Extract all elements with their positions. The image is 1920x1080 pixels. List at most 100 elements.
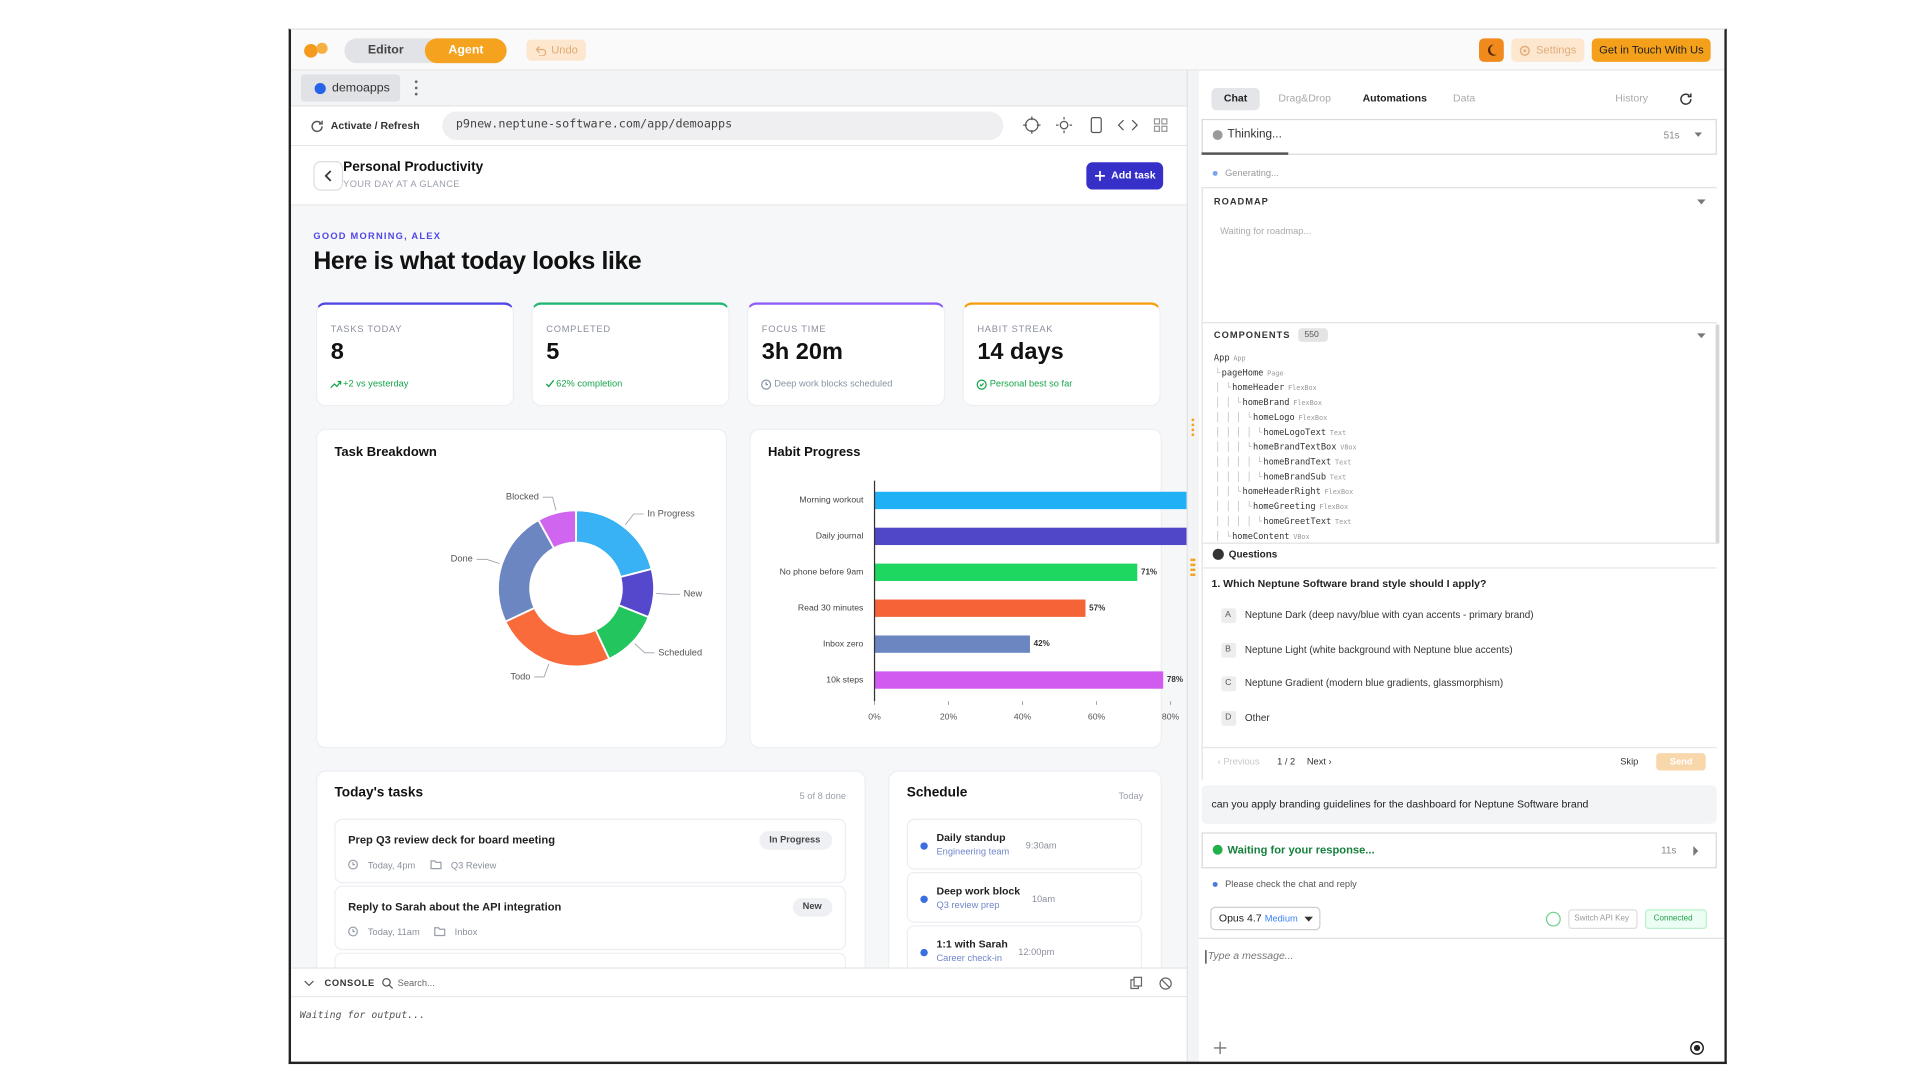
icon-part [1523, 49, 1527, 53]
console-search[interactable]: Search... [397, 977, 435, 989]
panel-tab[interactable]: Drag&Drop [1278, 91, 1332, 105]
icon-shape [352, 862, 355, 866]
leader-line [476, 558, 500, 564]
previous-button[interactable]: ‹ Previous [1217, 755, 1260, 767]
icon-shape [1095, 170, 1105, 181]
category-label: Daily journal [816, 531, 864, 541]
waiting-time: 11s [1661, 844, 1677, 856]
reload-icon[interactable] [1678, 92, 1693, 107]
icon-part [304, 43, 318, 58]
option-key: C [1225, 678, 1232, 688]
components-title: COMPONENTS [1213, 329, 1291, 341]
option-text[interactable]: Neptune Dark (deep navy/blue with cyan a… [1244, 609, 1534, 621]
undo-label: Undo [551, 43, 578, 56]
send-button[interactable] [1656, 753, 1706, 771]
icon-part [1153, 118, 1161, 125]
option-text[interactable]: Neptune Gradient (modern blue gradients,… [1244, 677, 1504, 689]
bar [874, 635, 1030, 653]
node-name: homeHeader [1232, 382, 1285, 393]
stat-value: 8 [330, 339, 344, 366]
slice-label: Blocked [506, 492, 539, 502]
node-name: homeBrandSub [1263, 471, 1327, 482]
task-item[interactable] [334, 885, 847, 951]
console [291, 967, 1187, 1062]
donut-slice [504, 606, 611, 668]
search-icon [382, 977, 394, 989]
icon-part [1133, 976, 1143, 987]
tree-guide: └ [1215, 367, 1221, 378]
event-time: 9:30am [1025, 839, 1057, 851]
icon-shape [1304, 916, 1314, 922]
task-due: Today, 4pm [367, 859, 416, 871]
skip-button[interactable]: Skip [1620, 755, 1639, 767]
status-pill [759, 831, 833, 850]
category-label: 10k steps [826, 674, 864, 684]
record-button[interactable] [1690, 1041, 1705, 1056]
back-button[interactable] [313, 161, 344, 191]
history-tab[interactable]: History [1615, 91, 1649, 105]
node-type: FlexBox [1293, 400, 1322, 408]
next-button[interactable]: Next › [1306, 755, 1332, 767]
donut-slice [537, 509, 577, 550]
leader-line [634, 643, 655, 654]
panel-tab[interactable]: Data [1453, 91, 1476, 105]
icon-part [1059, 120, 1069, 130]
leader-line [534, 663, 550, 678]
icon-shape [388, 984, 394, 989]
attach-button[interactable] [1213, 1041, 1228, 1056]
collapse-icon[interactable] [1697, 199, 1706, 205]
stat-card [531, 302, 730, 407]
thinking-box [1201, 118, 1717, 155]
node-name: homeContent [1232, 531, 1290, 542]
collapse-icon[interactable] [1697, 333, 1706, 339]
task-item[interactable] [334, 818, 847, 884]
settings-button[interactable] [1511, 38, 1585, 62]
node-type: App [1233, 355, 1246, 363]
tree-node: │ │ └homeHeaderRight FlexBox [1215, 487, 1353, 497]
contact-button[interactable] [1591, 38, 1711, 62]
option-text[interactable]: Other [1244, 712, 1270, 724]
tab-menu[interactable] [412, 79, 419, 96]
url-field[interactable] [442, 111, 1004, 140]
url-text: p9new.neptune-software.com/app/demoapps [455, 117, 733, 132]
icon-shape [1697, 199, 1706, 205]
task-status: New [802, 900, 822, 912]
node-type: FlexBox [1288, 385, 1317, 393]
x-tick-label: 80% [1162, 712, 1180, 722]
event-title: Daily standup [936, 831, 1006, 844]
waiting-status: Waiting for your response... [1227, 843, 1375, 856]
node-type: VBox [1340, 444, 1357, 453]
panel-tab[interactable]: Automations [1362, 91, 1427, 105]
theme-button[interactable] [1479, 38, 1504, 62]
value-label: 57% [1089, 603, 1105, 612]
message-input[interactable] [1199, 937, 1725, 1062]
stat-note: 62% completion [556, 377, 623, 389]
slice-label: Done [451, 554, 473, 564]
slice-label: Scheduled [658, 647, 702, 657]
collapse-icon[interactable] [303, 979, 314, 989]
icon-shape [1697, 333, 1706, 339]
model-picker[interactable] [1210, 906, 1321, 931]
agent-tab[interactable]: Agent [448, 43, 484, 57]
panel-tab[interactable]: Chat [1223, 91, 1248, 105]
tree-node: │ │ └homeBrand FlexBox [1215, 398, 1322, 408]
option-text[interactable]: Neptune Light (white background with Nep… [1244, 644, 1513, 656]
option-key: A [1225, 610, 1231, 620]
tree-node: │ │ │ └homeBrandTextBox VBox [1215, 443, 1356, 452]
console-actions [1130, 976, 1172, 990]
icon-shape [765, 382, 769, 386]
icon-shape [979, 382, 984, 387]
editor-tab[interactable]: Editor [367, 43, 404, 57]
schedule-dot [920, 842, 928, 850]
leader-line [542, 496, 557, 511]
icon-part [1161, 125, 1168, 132]
expand-icon[interactable] [1693, 131, 1703, 138]
stat-label: TASKS TODAY [330, 323, 403, 335]
icon-part [414, 92, 418, 96]
switch-key-button[interactable] [1568, 909, 1638, 930]
expand-icon[interactable] [1692, 846, 1699, 856]
switch-key-label: Switch API Key [1574, 914, 1630, 923]
stat-card [746, 302, 946, 407]
refresh-button[interactable]: Activate / Refresh [330, 118, 420, 132]
